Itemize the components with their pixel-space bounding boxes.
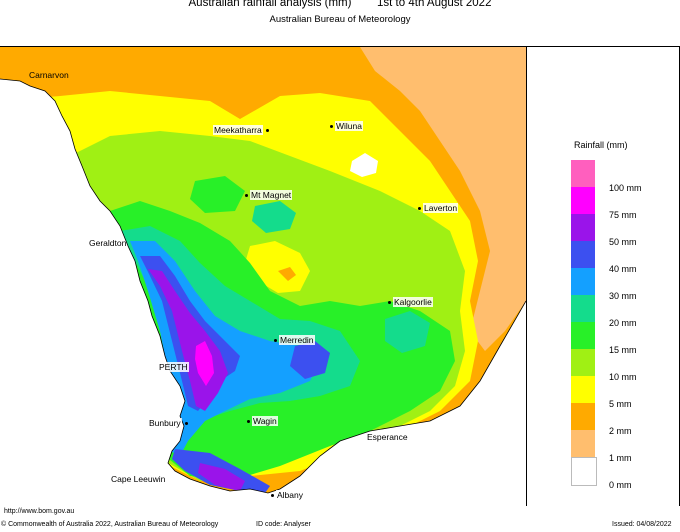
place-merredin: Merredin [274, 335, 315, 345]
rain-zone [360, 47, 526, 351]
legend-label: 5 mm [609, 399, 632, 409]
legend-label: 0 mm [609, 480, 632, 490]
legend-label: 1 mm [609, 453, 632, 463]
place-label: Laverton [423, 203, 459, 213]
town-marker-icon [274, 339, 277, 343]
legend-swatch [571, 295, 595, 322]
legend-swatch [571, 322, 595, 349]
place-meekatharra: Meekatharra [213, 125, 271, 135]
place-mt-magnet: Mt Magnet [245, 190, 293, 200]
rainfall-map [0, 46, 527, 506]
place-bunbury: Bunbury [148, 418, 190, 428]
rain-zone [350, 153, 378, 177]
place-label: Wagin [252, 416, 278, 426]
legend-swatch [571, 349, 595, 376]
rain-zone [195, 341, 214, 386]
rainfall-map-svg [0, 47, 526, 494]
town-marker-icon [418, 207, 421, 211]
legend-label: 15 mm [609, 345, 637, 355]
legend-swatch [571, 268, 595, 295]
town-marker-icon [265, 129, 269, 133]
place-label: Geraldton [89, 238, 127, 248]
legend-label: 75 mm [609, 210, 637, 220]
place-label: Merredin [279, 335, 315, 345]
rain-zone [190, 176, 245, 213]
place-label: Albany [276, 490, 304, 500]
town-marker-icon [245, 194, 248, 198]
legend-label: 40 mm [609, 264, 637, 274]
legend-label: 10 mm [609, 372, 637, 382]
place-perth: PERTH [158, 362, 189, 372]
place-geraldton: Geraldton [88, 238, 127, 248]
place-laverton: Laverton [418, 203, 459, 213]
place-label: Cape Leeuwin [111, 474, 166, 484]
town-marker-icon [330, 125, 333, 129]
place-wagin: Wagin [247, 416, 278, 426]
place-label: Mt Magnet [250, 190, 293, 200]
place-label: Esperance [367, 432, 408, 442]
town-marker-icon [247, 420, 250, 424]
place-albany: Albany [271, 490, 304, 500]
legend-swatch [571, 160, 595, 187]
rain-zone [252, 201, 296, 233]
legend-swatch [571, 457, 597, 486]
rain-zone [198, 463, 245, 491]
place-label: PERTH [158, 362, 189, 372]
place-carnarvon: Carnarvon [28, 70, 70, 80]
town-marker-icon [388, 301, 391, 305]
place-cape-leeuwin: Cape Leeuwin [110, 474, 166, 484]
legend-label: 100 mm [609, 183, 642, 193]
legend-label: 30 mm [609, 291, 637, 301]
town-marker-icon [184, 422, 188, 426]
rain-zone [385, 311, 430, 353]
issued-date: Issued: 04/08/2022 [612, 521, 672, 528]
legend-swatch [571, 403, 595, 430]
id-code: ID code: Analyser [256, 521, 311, 528]
legend-panel [526, 46, 680, 506]
rain-zone [290, 341, 330, 379]
place-wiluna: Wiluna [330, 121, 363, 131]
copyright-text: © Commonwealth of Australia 2022, Austra… [1, 521, 219, 528]
place-label: Carnarvon [29, 70, 69, 80]
map-title: Australian rainfall analysis (mm) 1st to… [188, 0, 492, 9]
place-label: Kalgoorlie [393, 297, 433, 307]
legend-swatch [571, 241, 595, 268]
legend-swatch [571, 214, 595, 241]
place-label: Meekatharra [213, 125, 263, 135]
rain-zone [278, 267, 296, 281]
legend-label: 2 mm [609, 426, 632, 436]
coastline [0, 78, 526, 494]
legend-title: Rainfall (mm) [574, 140, 628, 150]
legend-swatch [571, 187, 595, 214]
legend-label: 50 mm [609, 237, 637, 247]
map-subtitle: Australian Bureau of Meteorology [269, 14, 411, 25]
place-esperance: Esperance [366, 432, 409, 442]
place-label: Wiluna [335, 121, 363, 131]
legend-label: 20 mm [609, 318, 637, 328]
town-marker-icon [271, 494, 274, 498]
place-kalgoorlie: Kalgoorlie [388, 297, 433, 307]
place-label: Bunbury [148, 418, 182, 428]
legend-swatch [571, 376, 595, 403]
legend-swatch [571, 430, 595, 457]
source-url: http://www.bom.gov.au [4, 508, 75, 515]
